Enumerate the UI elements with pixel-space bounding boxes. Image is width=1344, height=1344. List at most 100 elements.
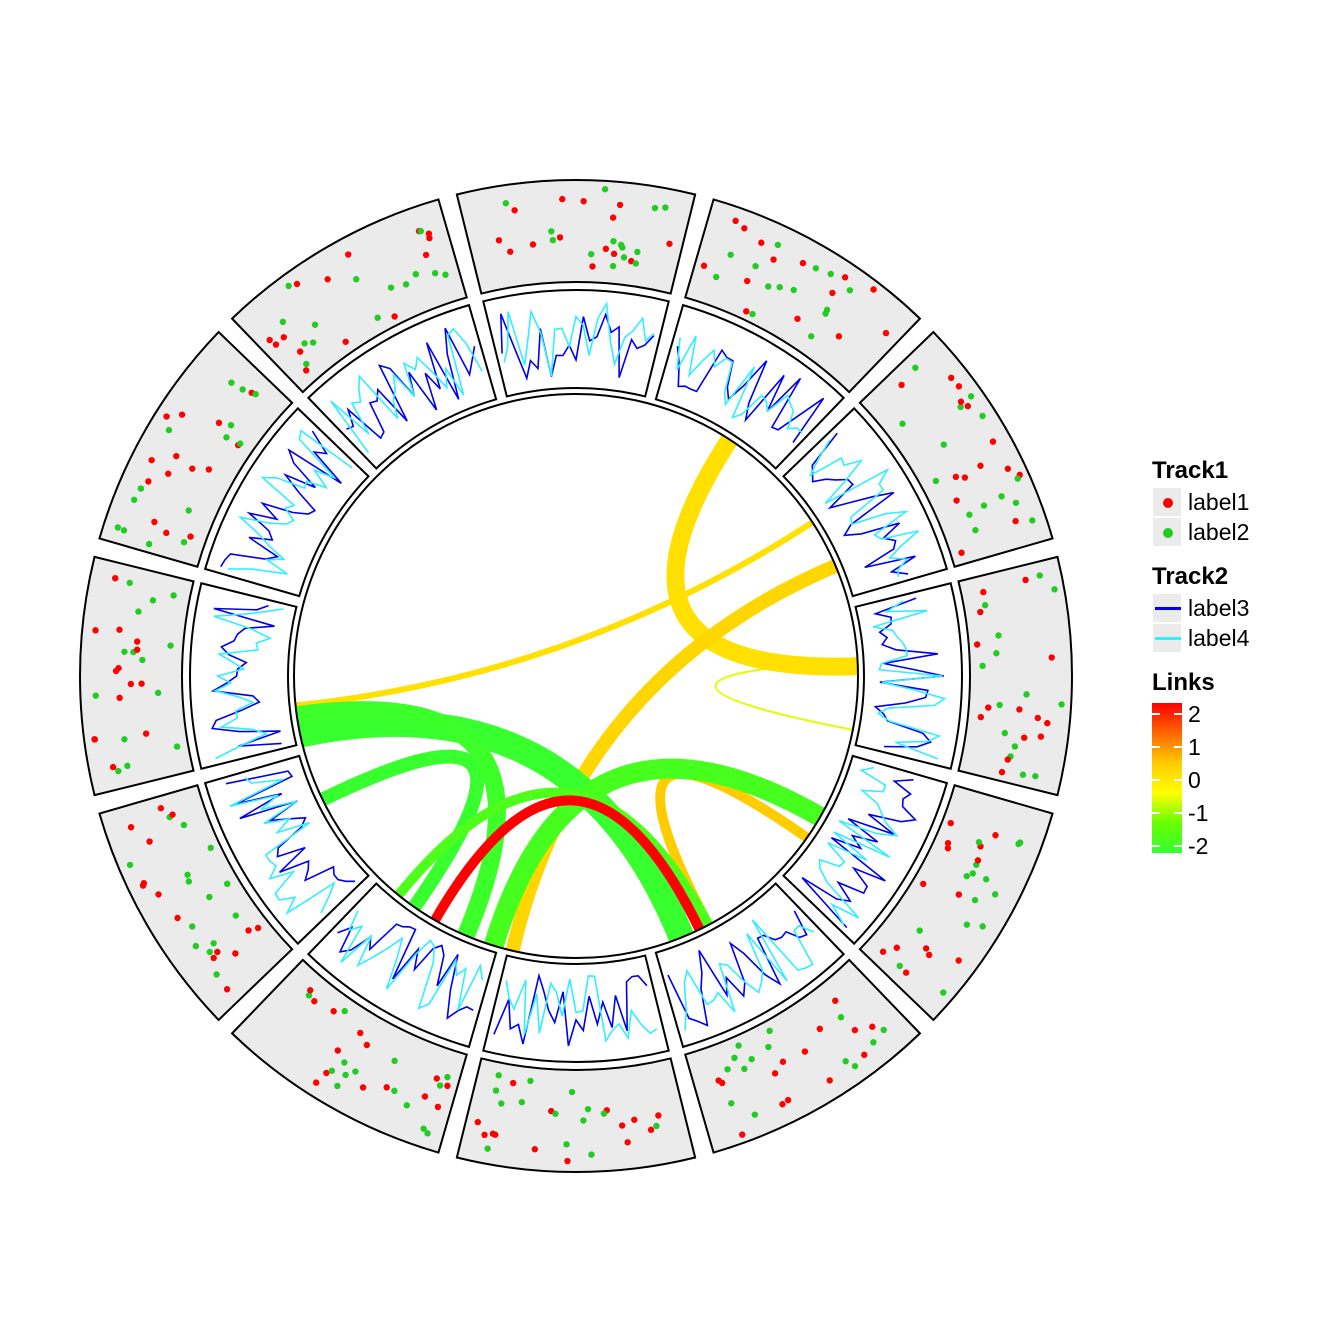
legend-label-label4: label4 [1188, 624, 1250, 651]
label2-point [492, 1087, 500, 1094]
scatter-track [79, 179, 1073, 1173]
label1-point [898, 381, 905, 389]
label1-point [947, 819, 954, 827]
label2-point [774, 241, 782, 249]
label1-point [700, 262, 708, 269]
label1-point [293, 280, 301, 288]
legend-key-label2 [1152, 517, 1182, 547]
label2-point [609, 262, 617, 270]
label2-point [940, 441, 947, 448]
label2-point [916, 927, 923, 934]
label2-point [223, 434, 230, 441]
label2-point [1019, 771, 1027, 778]
label2-point [206, 948, 213, 956]
label2-point [279, 318, 287, 326]
label1-point [618, 1122, 626, 1129]
label2-point [303, 360, 310, 368]
label2-point [587, 250, 595, 258]
track2-sector-11 [203, 406, 370, 598]
colorbar-tick-minus2: -2 [1188, 833, 1209, 859]
label1-point [245, 927, 252, 934]
label1-point [163, 529, 170, 537]
label2-point [972, 526, 979, 534]
label2-point [940, 989, 947, 996]
label1-point [363, 1041, 371, 1049]
label1-point [832, 997, 839, 1004]
label2-point [896, 962, 903, 970]
label2-point [1051, 586, 1058, 593]
label1-point [841, 274, 849, 281]
label1-point [422, 251, 430, 259]
label2-point [1015, 840, 1022, 848]
label2-point [979, 412, 986, 420]
label2-point [124, 762, 131, 770]
label2-point [963, 921, 971, 928]
label1-point [741, 225, 748, 232]
label1-point [758, 239, 765, 246]
label1-point [779, 1058, 787, 1065]
label2-point [980, 502, 988, 509]
label1-point [973, 641, 981, 648]
label2-point [252, 390, 259, 398]
links-layer [293, 393, 859, 959]
label4-line [340, 910, 484, 1011]
label1-point [893, 944, 901, 951]
label1-point [1048, 654, 1055, 661]
label1-point [829, 289, 836, 297]
label2-point [969, 870, 977, 877]
label2-point [808, 333, 815, 340]
legend-item-label3: label3 [1152, 593, 1332, 623]
label1-point [1004, 756, 1011, 763]
label2-point [227, 421, 235, 429]
label2-point [431, 269, 439, 277]
label1-point [205, 466, 213, 473]
label2-point [173, 743, 181, 750]
track2-sector-5 [782, 754, 949, 946]
label1-point [835, 333, 843, 340]
legend-key-label4 [1152, 623, 1182, 653]
track1-sector-6 [684, 958, 922, 1154]
link-5 [655, 769, 810, 928]
label2-point [870, 1039, 877, 1046]
legend-track2-title: Track2 [1152, 563, 1229, 590]
label2-point [790, 286, 797, 294]
label2-point [403, 1102, 410, 1109]
label1-point [870, 286, 877, 293]
track2-sector-10 [188, 582, 298, 770]
label2-point [1029, 517, 1036, 524]
label2-point [899, 420, 906, 427]
label2-point [580, 1117, 587, 1124]
label2-point [518, 1098, 525, 1106]
label2-point [979, 662, 986, 670]
link-boundary [293, 393, 859, 959]
label2-point [1011, 743, 1019, 750]
label2-point [662, 204, 669, 211]
legend-item-label4: label4 [1152, 623, 1332, 653]
label1-point [334, 1047, 341, 1054]
label2-point [121, 736, 128, 743]
label1-point [957, 398, 965, 405]
label2-point [991, 891, 999, 898]
label2-point [420, 1125, 427, 1132]
label2-point [170, 592, 177, 599]
label2-point [727, 251, 734, 258]
label3-line [811, 432, 916, 575]
label2-point [341, 1059, 348, 1066]
label1-point [189, 465, 196, 472]
label1-point [174, 914, 181, 922]
label2-point [498, 1100, 505, 1107]
label1-point [112, 574, 119, 582]
label1-point [744, 277, 751, 285]
label1-point [139, 882, 147, 889]
label2-point [765, 1043, 772, 1051]
label2-point [184, 871, 191, 878]
label2-point [391, 1057, 398, 1065]
label1-point [157, 805, 165, 812]
label2-point [971, 896, 979, 904]
label1-point [307, 987, 314, 994]
label1-point [324, 276, 331, 283]
label3-line [210, 604, 282, 747]
label1-point [961, 474, 969, 481]
label1-point [426, 234, 433, 242]
label1-point [311, 998, 318, 1005]
